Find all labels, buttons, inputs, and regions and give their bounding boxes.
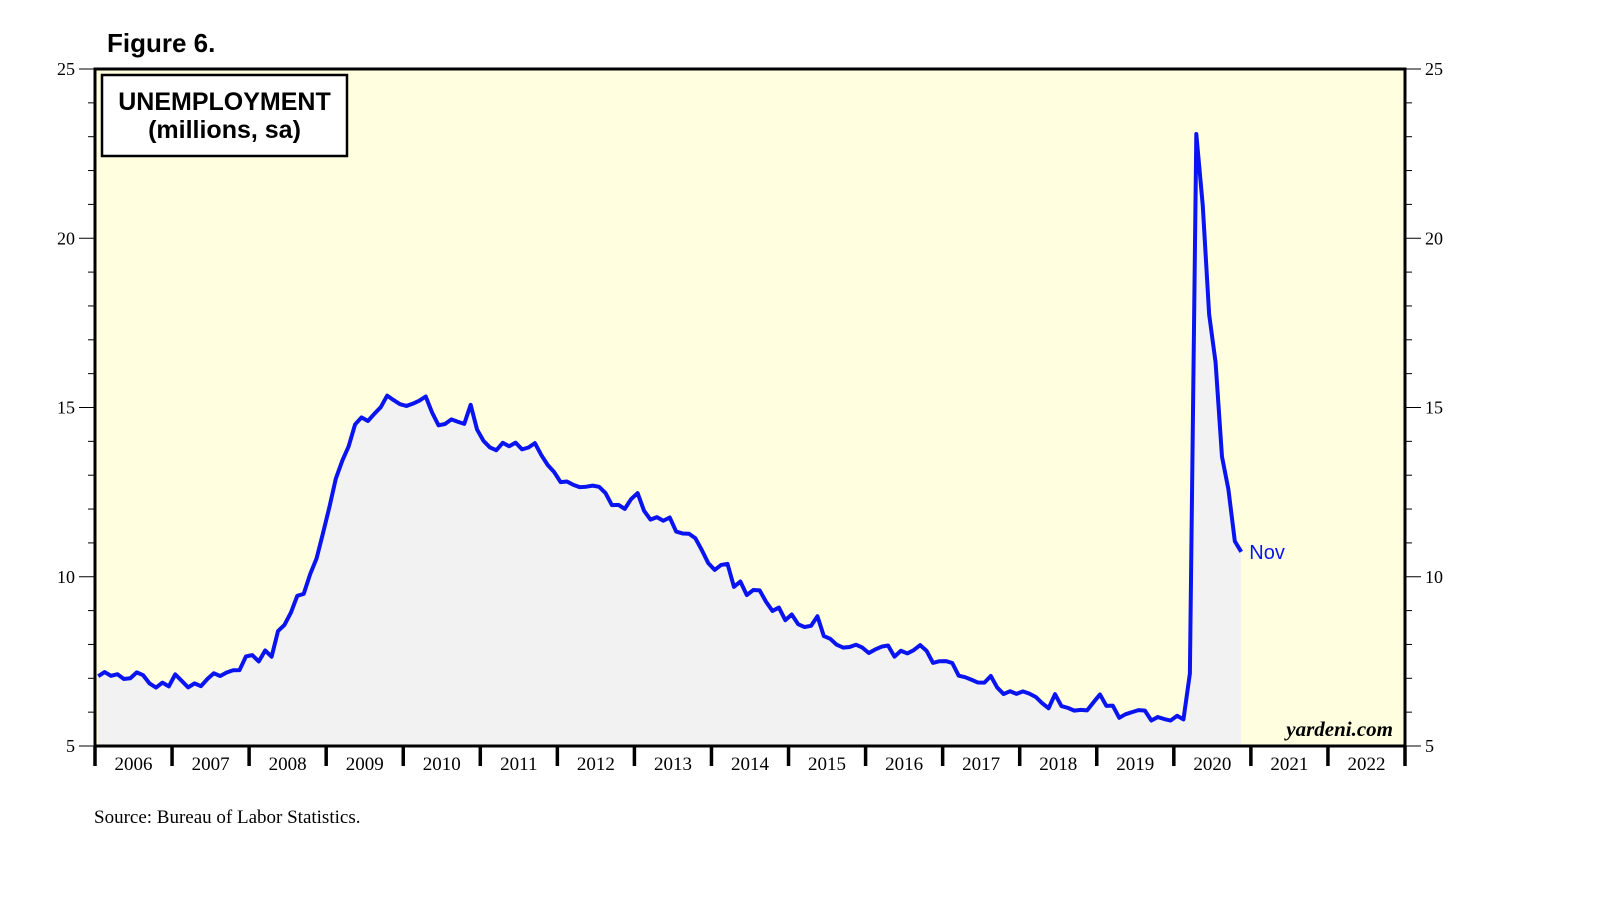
line xyxy=(97,132,1243,723)
x-tick-label: 2022 xyxy=(1347,754,1385,775)
y2-tick-label: 5 xyxy=(1425,736,1434,756)
x-tick-label: 2020 xyxy=(1193,754,1231,775)
x-tick-label: 2017 xyxy=(962,754,1000,775)
x-tick-label: 2019 xyxy=(1116,754,1154,775)
y2-tick-label: 20 xyxy=(1425,228,1443,248)
x-tick-label: 2013 xyxy=(654,754,692,775)
x-tick-label: 2008 xyxy=(269,754,307,775)
y-tick-label: 25 xyxy=(57,59,75,79)
area xyxy=(98,134,1242,746)
title-box xyxy=(100,73,349,158)
y2-tick-label: 25 xyxy=(1425,59,1443,79)
y-tick-label: 15 xyxy=(57,398,75,418)
source: Source: Bureau of Labor Statistics. xyxy=(94,807,360,828)
chart-title: UNEMPLOYMENT xyxy=(118,88,331,116)
x-tick-label: 2021 xyxy=(1270,754,1308,775)
x-tick-label: 2009 xyxy=(346,754,384,775)
figure-label: Figure 6. xyxy=(107,28,215,58)
y2-tick-label: 15 xyxy=(1425,398,1443,418)
x-tick-label: 2016 xyxy=(885,754,923,775)
x-tick-label: 2018 xyxy=(1039,754,1077,775)
y-tick-label: 5 xyxy=(66,736,75,756)
x-tick-label: 2010 xyxy=(423,754,461,775)
chart-subtitle: (millions, sa) xyxy=(148,116,301,144)
annotation: Nov xyxy=(1249,542,1285,564)
x-tick-label: 2007 xyxy=(192,754,230,775)
x-tick-label: 2011 xyxy=(500,754,537,775)
x-tick-label: 2012 xyxy=(577,754,615,775)
x-tick-label: 2015 xyxy=(808,754,846,775)
y-tick-label: 10 xyxy=(57,567,75,587)
watermark: yardeni.com xyxy=(1283,717,1393,741)
y-tick-label: 20 xyxy=(57,228,75,248)
x-tick-label: 2006 xyxy=(115,754,153,775)
x-tick-label: 2014 xyxy=(731,754,770,775)
y2-tick-label: 10 xyxy=(1425,567,1443,587)
